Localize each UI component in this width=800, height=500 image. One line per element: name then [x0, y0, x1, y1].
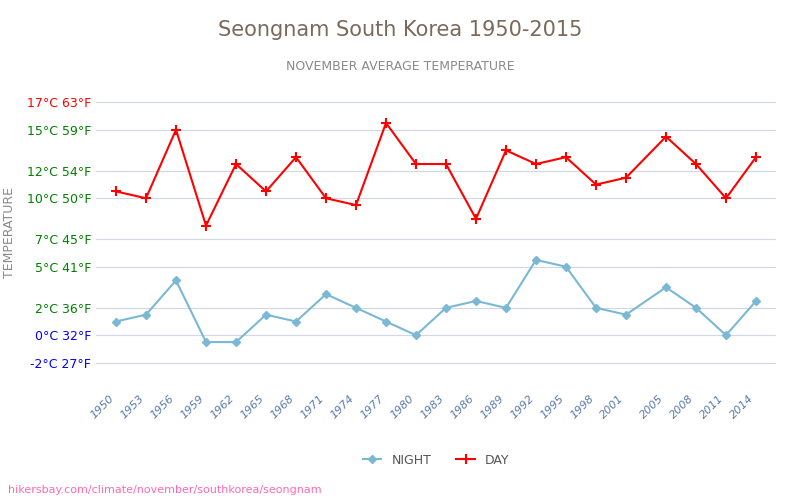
NIGHT: [661, 284, 670, 290]
DAY: [621, 174, 630, 180]
DAY: [261, 188, 270, 194]
NIGHT: [171, 278, 181, 283]
NIGHT: [471, 298, 481, 304]
NIGHT: [591, 305, 601, 311]
DAY: [751, 154, 761, 160]
Text: Seongnam South Korea 1950-2015: Seongnam South Korea 1950-2015: [218, 20, 582, 40]
NIGHT: [261, 312, 270, 318]
NIGHT: [501, 305, 511, 311]
NIGHT: [322, 291, 331, 297]
DAY: [202, 222, 211, 228]
NIGHT: [141, 312, 150, 318]
NIGHT: [351, 305, 361, 311]
NIGHT: [231, 339, 241, 345]
Line: NIGHT: NIGHT: [114, 257, 758, 345]
DAY: [531, 161, 541, 167]
DAY: [471, 216, 481, 222]
Legend: NIGHT, DAY: NIGHT, DAY: [358, 449, 514, 472]
NIGHT: [411, 332, 421, 338]
DAY: [691, 161, 701, 167]
DAY: [381, 120, 390, 126]
DAY: [591, 182, 601, 188]
Text: NOVEMBER AVERAGE TEMPERATURE: NOVEMBER AVERAGE TEMPERATURE: [286, 60, 514, 73]
DAY: [141, 196, 150, 202]
NIGHT: [621, 312, 630, 318]
Text: hikersbay.com/climate/november/southkorea/seongnam: hikersbay.com/climate/november/southkore…: [8, 485, 322, 495]
NIGHT: [751, 298, 761, 304]
NIGHT: [531, 257, 541, 263]
NIGHT: [202, 339, 211, 345]
DAY: [501, 148, 511, 154]
NIGHT: [291, 318, 301, 324]
DAY: [411, 161, 421, 167]
DAY: [722, 196, 731, 202]
DAY: [562, 154, 571, 160]
DAY: [171, 127, 181, 133]
NIGHT: [442, 305, 451, 311]
DAY: [351, 202, 361, 208]
Y-axis label: TEMPERATURE: TEMPERATURE: [2, 187, 15, 278]
DAY: [442, 161, 451, 167]
DAY: [231, 161, 241, 167]
DAY: [322, 196, 331, 202]
NIGHT: [111, 318, 121, 324]
NIGHT: [722, 332, 731, 338]
DAY: [111, 188, 121, 194]
NIGHT: [381, 318, 390, 324]
DAY: [291, 154, 301, 160]
Line: DAY: DAY: [111, 118, 761, 230]
DAY: [661, 134, 670, 140]
NIGHT: [562, 264, 571, 270]
NIGHT: [691, 305, 701, 311]
